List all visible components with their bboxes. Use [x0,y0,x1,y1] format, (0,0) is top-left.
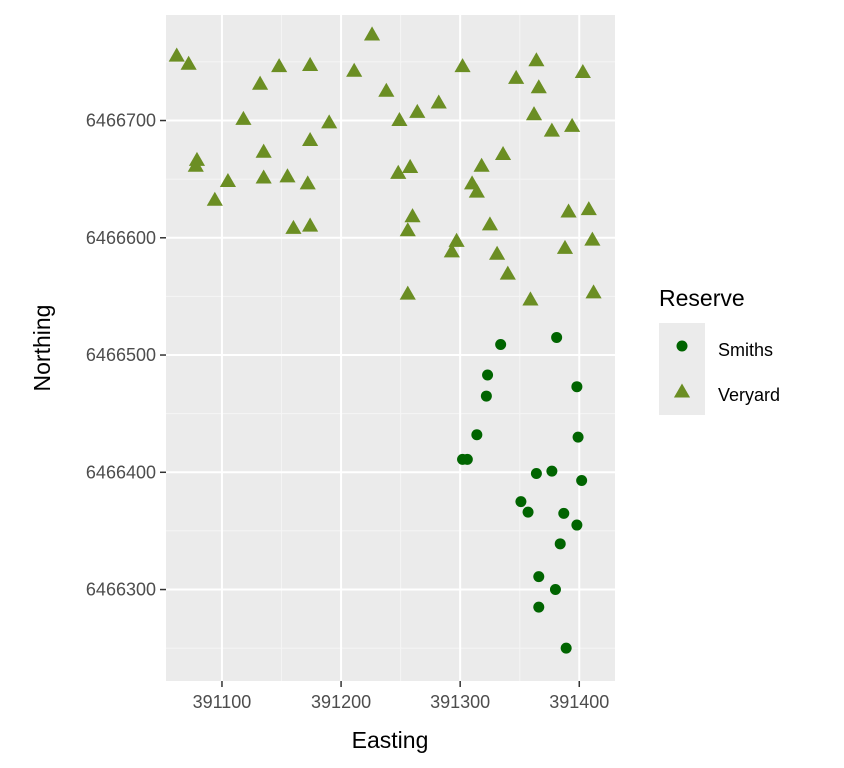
veryard-point [391,112,408,127]
y-tick-label: 6466600 [86,228,156,248]
smiths-point [560,642,572,654]
legend-label-veryard: Veryard [718,385,780,405]
x-axis-ticks: 391100 391200 391300 391400 [193,681,609,712]
y-axis-ticks: 6466300 6466400 6466500 6466600 6466700 [86,111,166,600]
veryard-point [299,175,316,190]
y-tick-label: 6466700 [86,111,156,131]
legend-key-veryard-triangle [673,383,691,398]
veryard-point [399,285,416,300]
veryard-point [321,114,338,129]
veryard-point [530,79,547,94]
veryard-point [255,169,272,184]
smiths-point [495,338,507,350]
veryard-point [585,284,602,299]
veryard-point [399,222,416,237]
veryard-point [543,122,560,137]
x-tick-label: 391200 [311,692,371,712]
y-tick-label: 6466400 [86,462,156,482]
x-tick-label: 391300 [430,692,490,712]
smiths-point [576,474,588,486]
smiths-point [533,571,545,583]
x-axis-title: Easting [352,727,429,753]
veryard-point [363,26,381,41]
veryard-point [508,69,525,84]
veryard-point [180,55,197,70]
veryard-point [430,94,447,109]
veryard-point [409,103,426,118]
legend-keys [673,340,691,398]
data-points [168,26,602,654]
y-tick-label: 6466300 [86,580,156,600]
veryard-point [378,82,395,97]
veryard-point [528,52,545,67]
smiths-point [549,584,561,596]
veryard-point [402,158,419,173]
veryard-point [522,291,539,306]
x-tick-label: 391400 [549,692,609,712]
veryard-point [346,62,363,77]
veryard-point [255,143,272,158]
veryard-point [560,203,577,218]
y-tick-label: 6466500 [86,345,156,365]
veryard-point [454,58,471,73]
legend-key-smiths-circle [676,340,688,352]
veryard-point [187,157,204,172]
veryard-point [556,239,574,254]
smiths-point [551,331,563,343]
veryard-point [168,47,185,62]
smiths-point [546,465,558,477]
veryard-point [279,168,296,183]
smiths-point [522,506,534,518]
veryard-point [443,243,460,258]
smiths-point [572,431,584,443]
veryard-point [564,117,581,132]
veryard-point [404,208,421,223]
smiths-point [571,381,583,393]
x-tick-label: 391100 [193,692,252,712]
legend: Reserve Smiths Veryard [659,285,780,415]
veryard-point [481,216,499,231]
major-gridlines [166,15,615,681]
smiths-point [554,538,566,550]
smiths-point [515,496,527,508]
smiths-point [558,507,570,519]
panel-background [166,15,615,681]
veryard-point [448,232,465,247]
smiths-point [480,390,492,402]
smiths-point [471,429,483,441]
smiths-point [461,453,473,465]
veryard-point [489,245,506,260]
smiths-point [482,369,494,381]
veryard-point [271,58,288,73]
y-axis-title: Northing [29,305,55,392]
veryard-point [468,183,485,198]
veryard-point [188,151,206,166]
veryard-point [473,157,490,172]
veryard-point [219,173,237,188]
veryard-point [206,191,223,206]
legend-label-smiths: Smiths [718,340,773,360]
veryard-point [302,56,319,71]
veryard-point [302,217,319,232]
smiths-point [530,467,542,479]
veryard-point [285,219,302,234]
veryard-point [390,164,407,179]
smiths-point [571,519,583,531]
veryard-point [494,146,512,161]
veryard-point [584,231,601,246]
veryard-point [499,265,516,280]
veryard-point [525,106,543,121]
veryard-point [302,131,319,146]
veryard-point [574,63,591,78]
veryard-point [252,75,269,90]
smiths-point [533,601,545,613]
veryard-point [235,110,252,125]
veryard-point [580,201,597,216]
legend-title: Reserve [659,285,745,311]
